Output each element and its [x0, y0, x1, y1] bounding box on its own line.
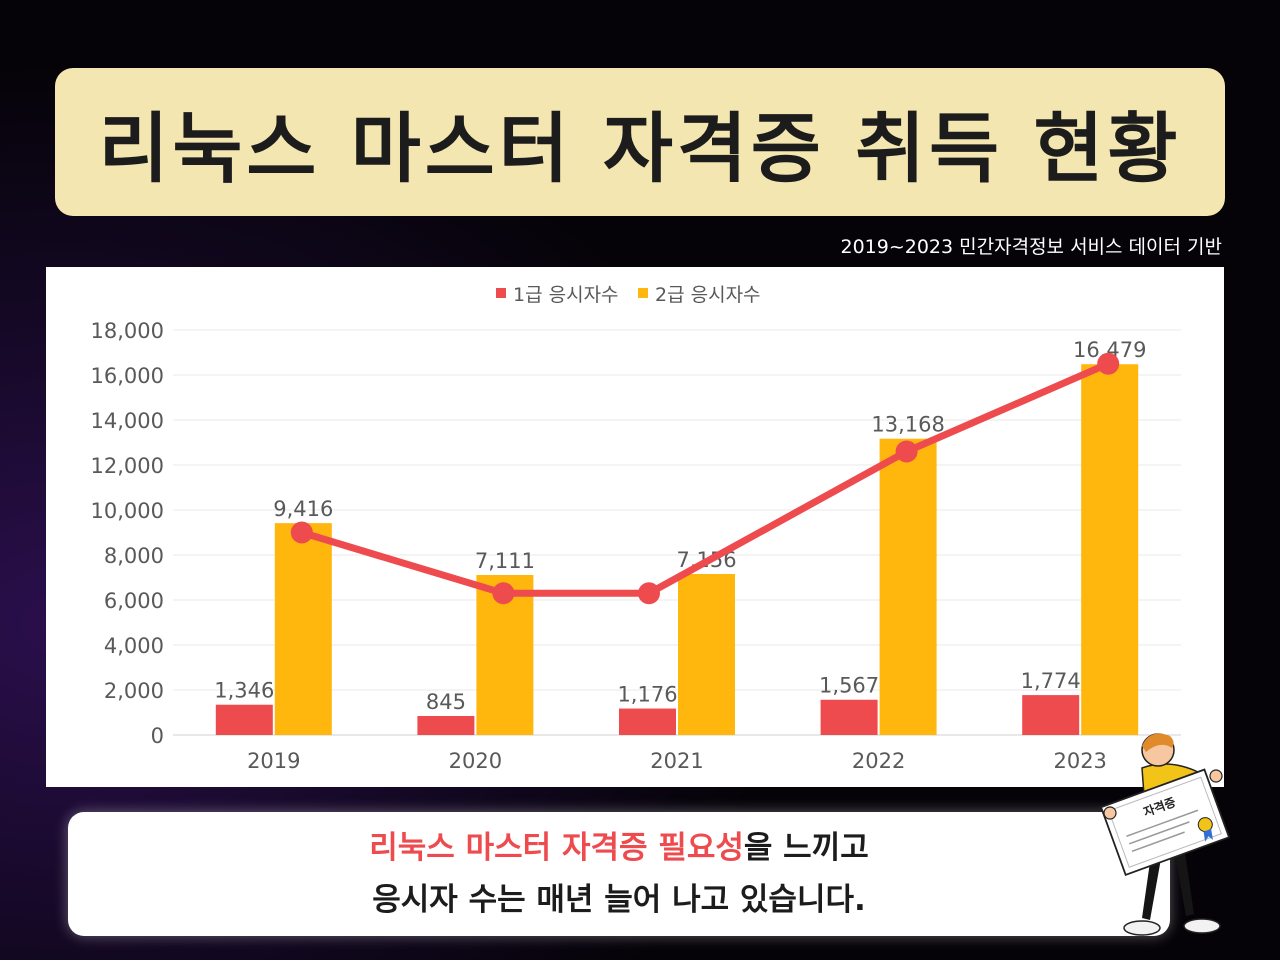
y-tick-label: 2,000: [104, 679, 164, 703]
y-tick-label: 18,000: [91, 319, 164, 343]
data-label-series2: 7,111: [475, 549, 535, 573]
x-tick-label: 2019: [247, 749, 300, 773]
trend-point: [492, 582, 515, 605]
trend-line: [298, 360, 1112, 597]
bar-series1: [619, 708, 676, 735]
page-title: 리눅스 마스터 자격증 취득 현황: [98, 104, 1182, 193]
y-tick-label: 0: [151, 724, 164, 748]
y-tick-label: 12,000: [91, 454, 164, 478]
legend-swatch: [638, 288, 648, 298]
y-tick-label: 6,000: [104, 589, 164, 613]
x-tick-label: 2023: [1053, 749, 1106, 773]
data-label-series2: 9,416: [273, 497, 333, 521]
chart-panel: 0 2,000 4,000 6,000 8,000 10,000 12,000 14,000 1…: [46, 267, 1224, 787]
bar-series2: [879, 438, 937, 735]
bar-series1: [1022, 695, 1080, 735]
x-tick-label: 2020: [449, 749, 502, 773]
data-label-series2: 13,168: [871, 413, 944, 437]
bar-series2: [1081, 364, 1139, 735]
bar-line-chart: 0 2,000 4,000 6,000 8,000 10,000 12,000 14,000 1…: [91, 284, 1181, 773]
x-tick-label: 2022: [852, 749, 905, 773]
caption-line-1: 리눅스 마스터 자격증 필요성을 느끼고: [369, 822, 869, 874]
caption-line-1-rest: 을 느끼고: [743, 830, 869, 866]
legend-label: 1급 응시자수: [513, 284, 619, 306]
y-tick-label: 4,000: [104, 634, 164, 658]
caption-line-2: 응시자 수는 매년 늘어 나고 있습니다.: [372, 882, 866, 918]
bar-series1: [417, 715, 475, 735]
bar-series2: [678, 573, 735, 735]
bar-series2: [274, 523, 332, 735]
trend-point: [638, 582, 660, 605]
trend-point: [895, 440, 918, 463]
caption-box: 리눅스 마스터 자격증 필요성을 느끼고 응시자 수는 매년 늘어 나고 있습니…: [68, 812, 1170, 936]
y-tick-label: 16,000: [91, 364, 164, 388]
legend-label: 2급 응시자수: [655, 284, 761, 306]
trend-point: [1097, 352, 1120, 375]
title-banner: 리눅스 마스터 자격증 취득 현황: [55, 68, 1225, 216]
x-tick-label: 2021: [650, 749, 703, 773]
data-label-series1: 1,567: [819, 674, 879, 698]
source-note: 2019~2023 민간자격정보 서비스 데이터 기반: [840, 236, 1222, 258]
bar-series1: [215, 704, 273, 735]
y-tick-label: 10,000: [91, 499, 164, 523]
y-tick-label: 8,000: [104, 544, 164, 568]
mascot-illustration: 자격증: [1099, 733, 1231, 936]
data-label-series1: 1,774: [1021, 669, 1081, 693]
data-label-series1: 1,346: [214, 679, 274, 703]
data-label-series1: 845: [426, 690, 466, 714]
y-tick-label: 14,000: [91, 409, 164, 433]
legend-swatch: [496, 288, 506, 298]
trend-point: [290, 521, 313, 544]
caption-highlight: 리눅스 마스터 자격증 필요성: [369, 830, 744, 866]
bar-series1: [820, 699, 878, 735]
data-label-series1: 1,176: [617, 683, 677, 707]
